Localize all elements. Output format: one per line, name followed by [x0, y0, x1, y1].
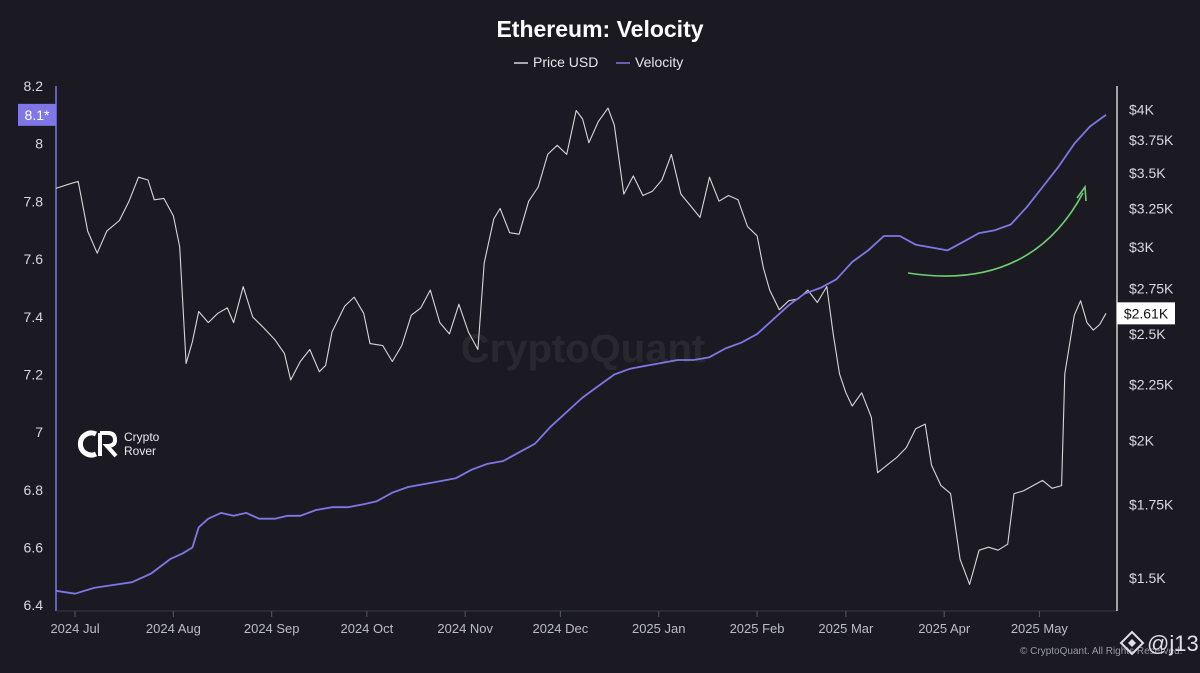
brand-line2: Rover: [124, 444, 156, 458]
diamond-center-icon: [1128, 639, 1136, 647]
price-current-label: $2.61K: [1124, 305, 1169, 321]
price-series-line: [55, 107, 1107, 585]
trend-arrow: [907, 184, 1087, 277]
handle-group: @j13: [1119, 630, 1199, 656]
left-tick-label: 7.6: [24, 251, 44, 267]
x-tick-label: 2025 Mar: [818, 621, 874, 636]
diamond-logo-icon: [1119, 630, 1145, 656]
left-tick-label: 6.4: [24, 597, 44, 613]
x-tick-label: 2025 May: [1011, 621, 1069, 636]
copyright: © CryptoQuant. All Rights Reserved.: [1020, 646, 1182, 657]
velocity-current-badge: 8.1*: [18, 103, 56, 126]
x-tick-label: 2024 Oct: [340, 621, 393, 636]
velocity-current-label: 8.1*: [25, 107, 50, 123]
right-tick-label: $4K: [1129, 101, 1155, 117]
x-tick-label: 2024 Dec: [533, 621, 589, 636]
left-tick-label: 6.6: [24, 540, 44, 556]
x-tick-label: 2024 Jul: [50, 621, 99, 636]
right-tick-label: $3.75K: [1129, 132, 1174, 148]
right-tick-label: $3.25K: [1129, 201, 1174, 217]
left-tick-label: 8: [35, 136, 43, 152]
x-tick-label: 2024 Aug: [146, 621, 201, 636]
price-current-badge: $2.61K: [1117, 302, 1175, 325]
left-tick-label: 7.8: [24, 193, 44, 209]
velocity-series-line: [55, 114, 1107, 595]
left-tick-label: 7.2: [24, 366, 44, 382]
right-tick-label: $3K: [1129, 239, 1155, 255]
x-tick-label: 2025 Feb: [730, 621, 785, 636]
legend-price[interactable]: Price USD: [533, 54, 598, 70]
x-tick-label: 2024 Nov: [437, 621, 493, 636]
left-tick-label: 7.4: [24, 309, 44, 325]
left-tick-label: 7: [35, 424, 43, 440]
handle: @j13: [1147, 631, 1199, 656]
logo-c-icon: [77, 430, 98, 458]
trend-arrow-curve: [907, 192, 1084, 277]
legend-velocity[interactable]: Velocity: [635, 54, 683, 70]
brand-line1: Crypto: [124, 430, 160, 444]
right-tick-label: $2.25K: [1129, 376, 1174, 392]
x-tick-label: 2025 Jan: [632, 621, 686, 636]
legend: Price USD Velocity: [514, 54, 683, 70]
right-tick-label: $1.75K: [1129, 496, 1174, 512]
right-y-ticks: $4K $3.75K $3.5K $3.25K $3K $2.75K $2.5K $2.25K…: [1129, 101, 1174, 586]
right-tick-label: $2.5K: [1129, 326, 1166, 342]
right-tick-label: $3.5K: [1129, 165, 1166, 181]
right-tick-label: $1.5K: [1129, 570, 1166, 586]
velocity-badge-bg: [18, 103, 56, 126]
right-tick-label: $2K: [1129, 433, 1155, 449]
trend-arrow-head: [1076, 184, 1087, 202]
left-tick-label: 6.8: [24, 482, 44, 498]
x-tick-label: 2025 Apr: [918, 621, 971, 636]
watermark: CryptoQuant: [461, 327, 705, 371]
chart-title: Ethereum: Velocity: [496, 16, 703, 42]
right-tick-label: $2.75K: [1129, 280, 1174, 296]
crypto-rover-logo: Crypto Rover: [77, 430, 160, 458]
x-tick-label: 2024 Sep: [244, 621, 300, 636]
price-badge-bg: [1117, 302, 1175, 325]
series-layer: [55, 107, 1107, 595]
left-tick-label: 8.2: [24, 78, 44, 94]
x-ticks: 2024 Jul 2024 Aug 2024 Sep 2024 Oct 2024 Nov…: [50, 611, 1068, 636]
left-y-ticks: 8.2 8 7.8 7.6 7.4 7.2 7 6.8 6.6 6.4: [24, 78, 44, 613]
logo-r-icon: [98, 431, 118, 458]
